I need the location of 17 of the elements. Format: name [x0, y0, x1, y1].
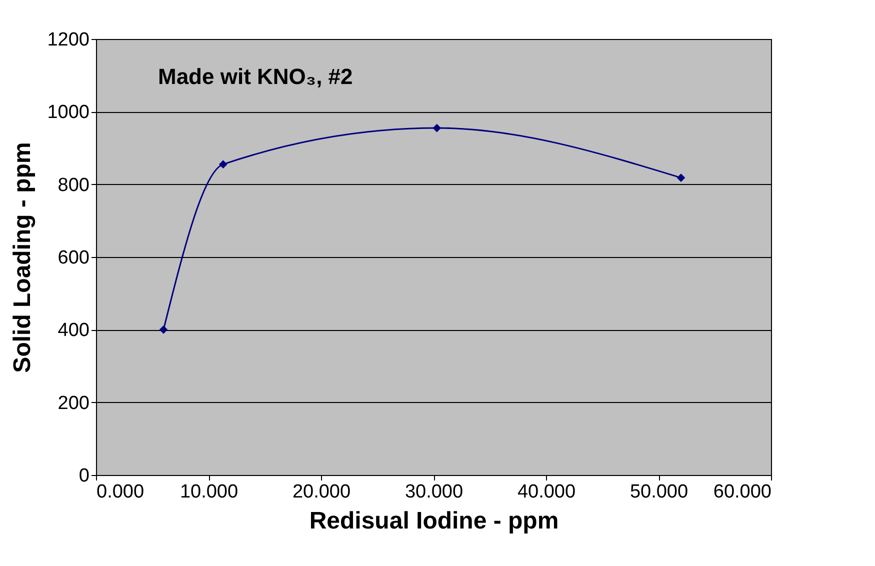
x-tick-label: 50.000: [630, 482, 688, 502]
y-tick-label: 0: [78, 466, 90, 486]
y-tick-label: 1200: [47, 30, 90, 50]
x-tick-label: 60.000: [713, 482, 772, 502]
x-tick-label: 0.000: [96, 482, 144, 502]
x-tick-label: 10.000: [180, 482, 238, 502]
y-tick-label: 1000: [47, 102, 90, 124]
y-tick-label: 800: [58, 174, 90, 196]
x-tick-label: 20.000: [292, 482, 351, 502]
x-tick-label: 30.000: [404, 482, 464, 502]
x-axis-title: Redisual Iodine - ppm: [309, 508, 559, 534]
y-tick-label: 200: [58, 392, 90, 414]
text: Made wit KNO₃, #2: [158, 64, 353, 89]
y-axis-title: Solid Loading - ppm: [9, 142, 36, 373]
y-tick-label: 400: [58, 320, 90, 342]
x-tick-label: 40.000: [517, 482, 576, 502]
y-tick-label: 600: [58, 248, 90, 268]
